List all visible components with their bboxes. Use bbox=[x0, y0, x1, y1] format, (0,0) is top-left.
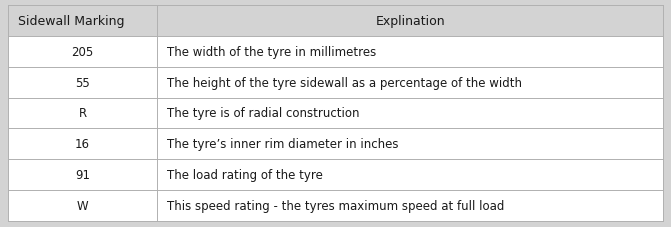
Text: Explination: Explination bbox=[375, 15, 445, 28]
Bar bbox=[8, 190, 157, 221]
Text: The tyre’s inner rim diameter in inches: The tyre’s inner rim diameter in inches bbox=[167, 138, 399, 151]
Text: 16: 16 bbox=[75, 138, 90, 151]
Bar bbox=[157, 6, 663, 37]
Text: 91: 91 bbox=[75, 168, 90, 181]
Text: 55: 55 bbox=[75, 76, 90, 89]
Text: 205: 205 bbox=[72, 46, 94, 59]
Bar bbox=[8, 98, 157, 129]
Text: The height of the tyre sidewall as a percentage of the width: The height of the tyre sidewall as a per… bbox=[167, 76, 522, 89]
Bar bbox=[8, 6, 157, 37]
Bar bbox=[8, 160, 157, 190]
Text: Sidewall Marking: Sidewall Marking bbox=[18, 15, 125, 28]
Bar bbox=[157, 67, 663, 98]
Bar bbox=[157, 37, 663, 67]
Bar bbox=[157, 160, 663, 190]
Text: The tyre is of radial construction: The tyre is of radial construction bbox=[167, 107, 360, 120]
Bar bbox=[8, 129, 157, 160]
Text: The load rating of the tyre: The load rating of the tyre bbox=[167, 168, 323, 181]
Bar bbox=[8, 37, 157, 67]
Bar bbox=[157, 190, 663, 221]
Text: R: R bbox=[79, 107, 87, 120]
Text: The width of the tyre in millimetres: The width of the tyre in millimetres bbox=[167, 46, 376, 59]
Text: W: W bbox=[77, 199, 89, 212]
Bar bbox=[157, 98, 663, 129]
Bar bbox=[8, 67, 157, 98]
Bar bbox=[157, 129, 663, 160]
Text: This speed rating - the tyres maximum speed at full load: This speed rating - the tyres maximum sp… bbox=[167, 199, 505, 212]
